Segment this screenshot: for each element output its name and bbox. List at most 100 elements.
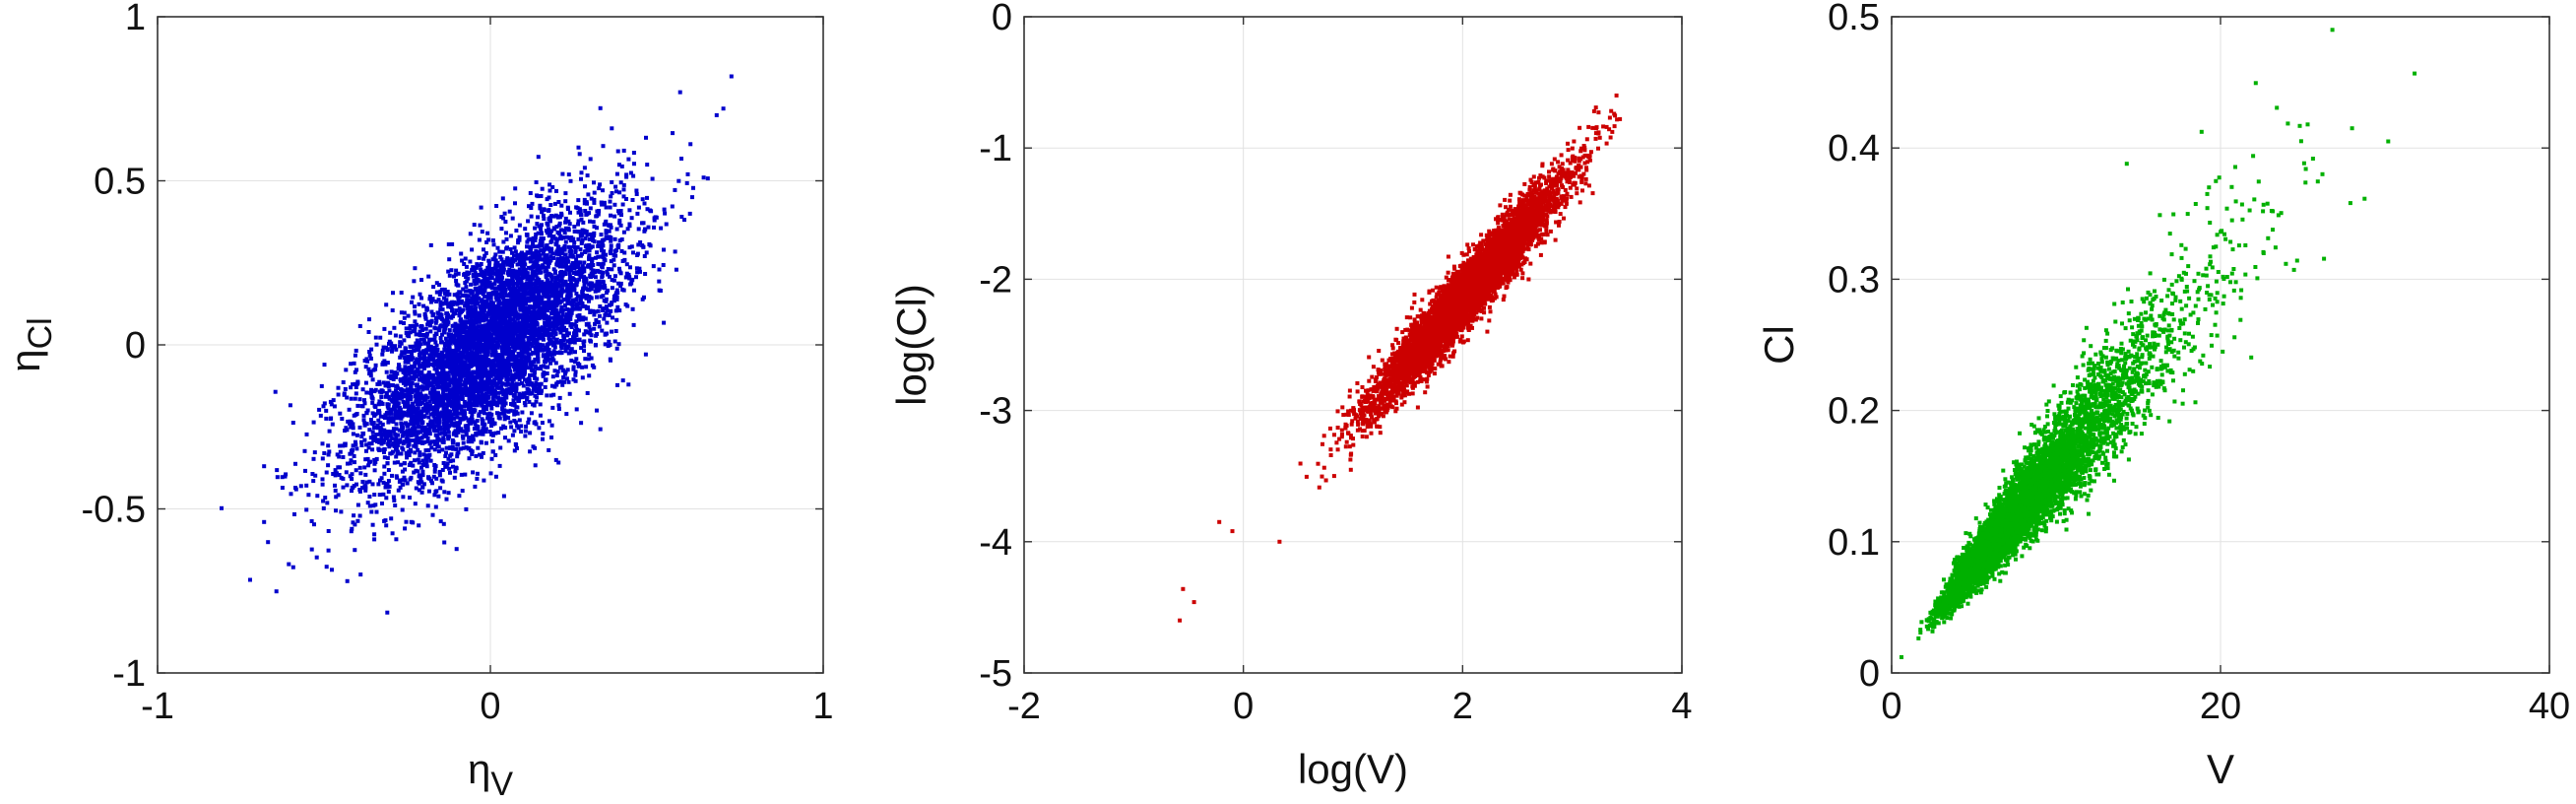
data-point — [442, 297, 446, 301]
data-point — [376, 426, 380, 430]
data-point — [538, 316, 542, 320]
data-point — [358, 397, 362, 401]
data-point — [529, 191, 533, 195]
data-point — [352, 432, 355, 436]
data-point — [563, 191, 567, 195]
data-point — [501, 240, 505, 244]
data-point — [620, 165, 624, 168]
data-point — [471, 302, 475, 305]
data-point — [519, 252, 523, 256]
data-point — [408, 496, 412, 500]
data-point — [613, 340, 617, 344]
data-point — [442, 461, 446, 465]
data-point — [635, 270, 639, 274]
data-point — [548, 240, 552, 244]
data-point — [384, 523, 388, 527]
data-point — [545, 393, 548, 397]
data-point — [310, 472, 314, 476]
data-point — [511, 434, 515, 437]
data-point — [602, 144, 606, 148]
data-point — [492, 242, 496, 246]
data-point — [320, 384, 324, 388]
data-point — [621, 378, 625, 382]
data-point — [372, 426, 376, 430]
data-point — [315, 494, 319, 498]
data-point — [539, 253, 543, 257]
data-point — [409, 324, 413, 328]
data-point — [464, 507, 468, 511]
data-point — [312, 421, 316, 425]
data-point — [563, 199, 567, 203]
data-point — [385, 611, 389, 615]
data-point — [350, 529, 354, 533]
data-point — [587, 353, 591, 357]
data-point — [598, 182, 602, 186]
data-point — [615, 172, 619, 176]
data-point — [419, 297, 423, 301]
data-point — [392, 427, 396, 431]
data-point — [614, 329, 618, 333]
data-point — [482, 479, 485, 483]
data-point — [564, 240, 568, 244]
data-point — [565, 284, 569, 288]
data-point — [612, 299, 616, 302]
data-point — [499, 271, 503, 275]
data-point — [533, 265, 537, 269]
data-point — [452, 413, 456, 417]
data-point — [434, 505, 438, 509]
data-point — [454, 466, 458, 470]
data-point — [631, 174, 635, 178]
data-point — [418, 440, 421, 444]
data-point — [600, 329, 604, 333]
data-point — [550, 424, 554, 428]
data-point — [595, 409, 599, 413]
data-point — [403, 365, 407, 368]
data-point — [418, 302, 421, 306]
data-point — [503, 212, 507, 216]
data-point — [451, 356, 455, 360]
data-point — [524, 425, 528, 429]
data-point — [364, 442, 368, 446]
data-point — [393, 441, 397, 445]
data-point — [321, 483, 325, 487]
data-point — [527, 237, 531, 241]
data-point — [386, 482, 390, 486]
data-point — [612, 215, 616, 219]
data-point — [502, 495, 506, 499]
data-point — [498, 464, 502, 468]
data-point — [325, 501, 329, 504]
data-point — [427, 432, 431, 436]
data-point — [534, 233, 538, 236]
data-point — [352, 520, 355, 524]
data-point — [486, 400, 490, 404]
data-point — [274, 390, 278, 394]
data-point — [524, 430, 528, 434]
data-point — [413, 325, 417, 329]
data-point — [626, 158, 630, 162]
data-point — [322, 451, 326, 455]
data-point — [480, 206, 483, 210]
data-point — [615, 305, 619, 309]
data-point — [447, 431, 451, 435]
data-point — [548, 189, 552, 193]
data-point — [319, 414, 323, 418]
data-point — [589, 157, 593, 161]
data-point — [340, 417, 344, 421]
data-point — [367, 495, 371, 499]
data-point — [327, 549, 331, 553]
data-point — [364, 365, 368, 368]
data-point — [530, 304, 534, 308]
data-point — [358, 426, 362, 430]
data-point — [334, 489, 338, 493]
data-point — [441, 302, 445, 306]
data-point — [630, 244, 634, 248]
data-point — [679, 215, 683, 219]
data-point — [403, 526, 407, 530]
data-point — [330, 568, 334, 571]
data-point — [490, 439, 494, 443]
data-point — [304, 507, 308, 511]
data-point — [451, 314, 455, 318]
data-point — [563, 264, 567, 268]
data-point — [375, 510, 379, 514]
data-point — [445, 446, 449, 450]
